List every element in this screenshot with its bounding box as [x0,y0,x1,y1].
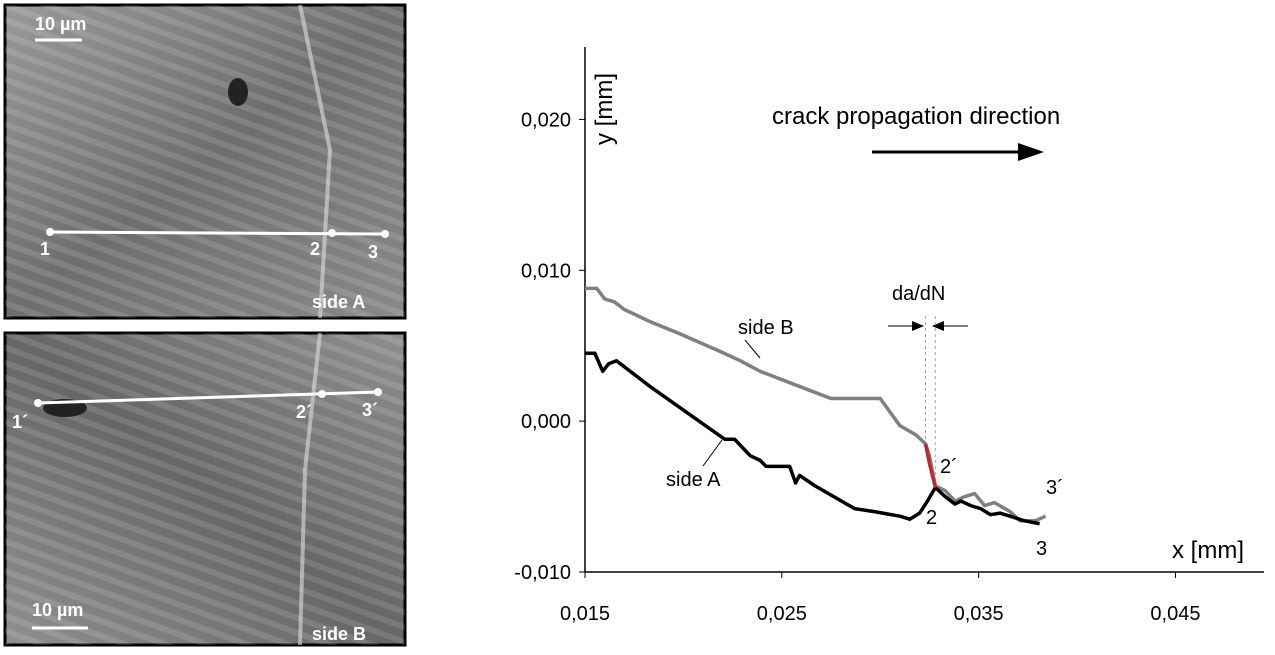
image-label: side A [312,292,365,312]
pointer [744,339,761,359]
y-tick-label: -0,010 [514,562,571,584]
point-label: 3 [368,242,378,262]
annotation: side B [738,317,794,339]
annotation: 2 [926,507,937,529]
image-label: side B [312,624,366,644]
y-axis-label: y [mm] [591,73,618,145]
point-label: 3´ [362,400,378,420]
pointer [702,439,723,467]
annotation: crack propagation direction [772,103,1060,130]
y-tick-label: 0,020 [521,109,571,131]
x-tick-label: 0,035 [954,603,1004,625]
annotation: side A [666,469,721,491]
annotation: 2´ [940,456,958,478]
sem-image-a: 10 µm 1 2 3 side A [3,3,407,320]
annotation: 3´ [1046,477,1064,499]
x-tick-label: 0,015 [560,603,610,625]
series-line [585,286,1047,523]
direction-arrowhead [1018,143,1044,161]
y-tick-label: 0,010 [521,260,571,282]
y-tick-label: 0,000 [521,411,571,433]
dadn-arrowhead [932,321,944,331]
point-label: 1´ [12,412,28,432]
chart: x [mm] y [mm] crack propagation directio… [514,47,1264,625]
sem-image-b: 10 µm 1´ 2´ 3´ side B [3,331,407,647]
annotation: 3 [1036,538,1047,560]
series-line [585,351,1040,526]
point-label: 1 [40,239,50,259]
x-axis-label: x [mm] [1172,537,1244,564]
point-label: 2´ [296,402,312,422]
x-tick-label: 0,025 [757,603,807,625]
x-tick-label: 0,045 [1150,603,1200,625]
series-line [923,443,938,488]
annotation: da/dN [892,283,945,305]
dadn-arrowhead [912,321,924,331]
scale-label: 10 µm [35,14,86,34]
scale-label: 10 µm [32,600,83,620]
point-label: 2 [310,239,320,259]
